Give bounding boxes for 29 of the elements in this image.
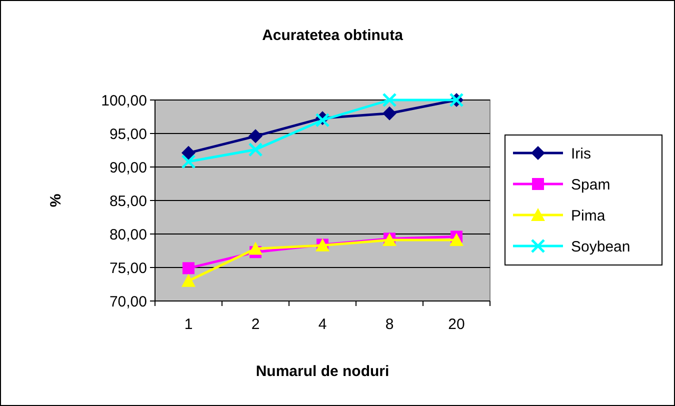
x-tick-label: 2 <box>251 316 260 333</box>
point <box>182 274 196 287</box>
point <box>382 92 397 108</box>
point <box>182 146 196 160</box>
y-tick-label: 100,00 <box>101 92 147 110</box>
legend-label: Pima <box>571 207 606 224</box>
y-tick-label: 85,00 <box>109 192 147 210</box>
point <box>182 262 194 274</box>
point <box>248 142 263 157</box>
y-tick-label: 95,00 <box>109 126 147 143</box>
y-tick-label: 80,00 <box>109 226 147 244</box>
chart-title: Acuratetea obtinuta <box>262 27 404 44</box>
legend-label: Spam <box>571 176 610 194</box>
x-axis-title: Numarul de noduri <box>256 363 390 380</box>
point <box>450 233 464 246</box>
point <box>248 242 262 255</box>
y-axis-title: % <box>47 194 64 208</box>
y-tick-label: 90,00 <box>109 159 147 176</box>
legend-label: Soybean <box>571 238 630 256</box>
point <box>382 106 396 120</box>
x-tick-label: 20 <box>448 316 465 333</box>
x-tick-label: 1 <box>184 316 193 333</box>
point <box>181 154 196 169</box>
x-tick-label: 4 <box>318 316 327 333</box>
x-tick-label: 8 <box>385 316 394 333</box>
y-tick-label: 70,00 <box>109 293 147 310</box>
y-tick-label: 75,00 <box>109 260 147 277</box>
legend-label: Iris <box>571 145 591 162</box>
point <box>248 129 262 144</box>
